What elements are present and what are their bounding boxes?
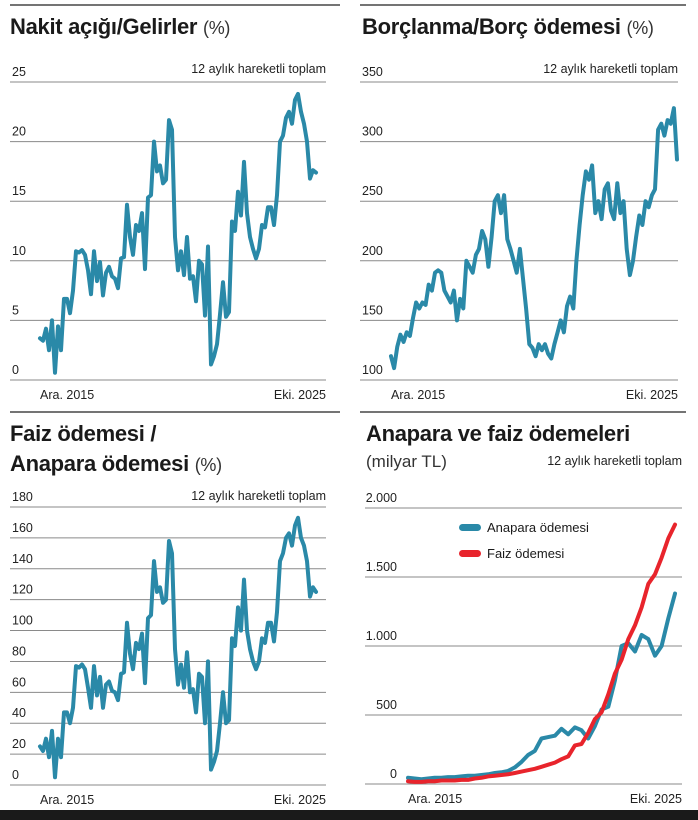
y-tick-label: 1.500 (366, 560, 397, 574)
x-tick-label-start: Ara. 2015 (391, 388, 445, 402)
y-tick-label: 120 (12, 583, 33, 597)
panel-4-title: Anapara ve faiz ödemeleri (366, 421, 630, 446)
panel-4-unit: (milyar TL) (366, 452, 447, 471)
y-tick-label: 160 (12, 521, 33, 535)
x-tick-label-end: Eki. 2025 (630, 792, 682, 806)
x-tick-label-end: Eki. 2025 (626, 388, 678, 402)
y-tick-label: 80 (12, 644, 26, 658)
panel-2-unit: (%) (626, 18, 654, 38)
x-tick-label-end: Eki. 2025 (274, 388, 326, 402)
series-line-faiz-demesi (406, 522, 677, 784)
series-line-nakit-a-gelirler (38, 91, 318, 375)
bottom-bar (0, 810, 698, 820)
legend-swatch-red (459, 550, 481, 557)
series-line-anapara-demesi (406, 591, 677, 782)
x-tick-label-start: Ara. 2015 (408, 792, 462, 806)
panel-3-unit: (%) (194, 455, 222, 475)
panel-1-subtitle: 12 aylık hareketli toplam (191, 62, 326, 76)
y-tick-label: 180 (12, 490, 33, 504)
y-tick-label: 2.000 (366, 491, 397, 505)
y-tick-label: 150 (362, 303, 383, 317)
panel-1-title: Nakit açığı/Gelirler (%) (10, 14, 230, 40)
series-line-faiz-demesi-anapara-demesi (38, 515, 318, 780)
y-tick-label: 250 (362, 184, 383, 198)
y-tick-label: 0 (12, 768, 19, 782)
panel-3-title-text: Anapara ödemesi (10, 451, 189, 476)
y-tick-label: 20 (12, 737, 26, 751)
y-tick-label: 140 (12, 552, 33, 566)
y-tick-label: 0 (12, 363, 19, 377)
legend-label: Faiz ödemesi (487, 546, 565, 561)
legend-item-anapara: Anapara ödemesi (459, 520, 589, 535)
x-tick-label-start: Ara. 2015 (40, 388, 94, 402)
y-tick-label: 15 (12, 184, 26, 198)
panel-1-title-text: Nakit açığı/Gelirler (10, 14, 198, 39)
legend-label: Anapara ödemesi (487, 520, 589, 535)
panel-3-title-line1: Faiz ödemesi / (10, 421, 157, 446)
y-tick-label: 500 (376, 698, 397, 712)
y-tick-label: 350 (362, 65, 383, 79)
panel-3-subtitle: 12 aylık hareketli toplam (191, 489, 326, 503)
x-tick-label-end: Eki. 2025 (274, 793, 326, 807)
y-tick-label: 10 (12, 244, 26, 258)
y-tick-label: 20 (12, 125, 26, 139)
series-line-bor-lanma-bor-demesi (389, 106, 679, 371)
y-tick-label: 60 (12, 675, 26, 689)
y-tick-label: 100 (362, 363, 383, 377)
y-tick-label: 100 (12, 614, 33, 628)
y-tick-label: 40 (12, 706, 26, 720)
y-tick-label: 25 (12, 65, 26, 79)
y-tick-label: 200 (362, 244, 383, 258)
panel-2-title: Borçlanma/Borç ödemesi (%) (362, 14, 654, 40)
y-tick-label: 1.000 (366, 629, 397, 643)
y-tick-label: 300 (362, 125, 383, 139)
y-tick-label: 5 (12, 303, 19, 317)
legend-item-faiz: Faiz ödemesi (459, 546, 564, 561)
y-tick-label: 0 (390, 767, 397, 781)
panel-3-title-line2: Anapara ödemesi (%) (10, 451, 222, 477)
legend-swatch-teal (459, 524, 481, 531)
panel-4-subtitle: 12 aylık hareketli toplam (547, 454, 682, 468)
panel-2-title-text: Borçlanma/Borç ödemesi (362, 14, 621, 39)
x-tick-label-start: Ara. 2015 (40, 793, 94, 807)
panel-1-unit: (%) (203, 18, 231, 38)
panel-2-subtitle: 12 aylık hareketli toplam (543, 62, 678, 76)
